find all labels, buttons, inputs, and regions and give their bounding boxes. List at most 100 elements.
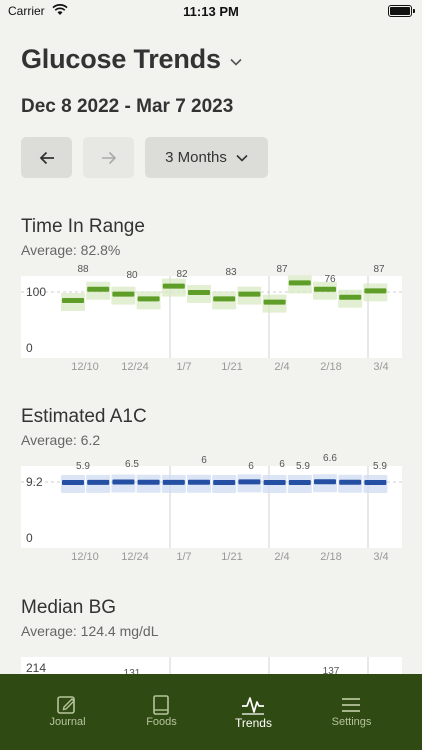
title-dropdown[interactable]: Glucose Trends — [21, 44, 242, 75]
mbg-value-label: 131 — [124, 668, 141, 679]
tir-bar — [238, 291, 261, 297]
a1c-bar — [364, 480, 387, 486]
a1c-bar — [238, 479, 261, 485]
a1c-x-tick: 2/4 — [274, 551, 289, 563]
estimated-a1c-title: Estimated A1C — [21, 406, 147, 427]
tir-bar — [62, 298, 84, 303]
next-period-button[interactable] — [83, 137, 134, 178]
a1c-x-tick: 1/7 — [176, 551, 191, 563]
tab-bar: Journal Foods Trends Settings — [0, 674, 422, 750]
a1c-bar — [288, 480, 311, 486]
tir-bar — [263, 299, 286, 305]
a1c-bar — [339, 479, 362, 485]
tir-bar — [288, 280, 311, 286]
time-in-range-chart[interactable]: 100 0 88 80 82 83 87 76 87 12/10 12/24 1/7 1/21 2/4 2/… — [21, 264, 402, 374]
tir-value-label: 76 — [324, 274, 336, 285]
tir-value-label: 80 — [126, 270, 138, 281]
menu-lines-icon — [342, 698, 360, 712]
a1c-value-label: 5.9 — [296, 461, 310, 472]
tir-value-label: 87 — [373, 264, 385, 275]
tir-bar — [213, 296, 236, 302]
a1c-value-label: 6 — [201, 455, 207, 466]
range-label: 3 Months — [165, 149, 227, 166]
arrow-right-icon — [101, 151, 116, 164]
pencil-square-icon — [57, 696, 75, 714]
date-range: Dec 8 2022 - Mar 7 2023 — [21, 96, 234, 117]
a1c-bar — [137, 479, 160, 485]
a1c-bar — [188, 479, 210, 485]
tir-value-label: 83 — [225, 267, 237, 278]
a1c-x-tick: 3/4 — [373, 551, 388, 563]
tir-x-tick: 2/18 — [320, 361, 341, 373]
time-in-range-average: Average: 82.8% — [21, 242, 121, 258]
a1c-value-label: 6.6 — [323, 454, 337, 464]
tir-value-label: 82 — [176, 269, 188, 280]
arrow-left-icon — [39, 151, 54, 164]
wifi-icon — [52, 4, 68, 15]
chevron-down-icon — [236, 154, 248, 162]
a1c-value-label: 5.9 — [373, 461, 387, 472]
previous-period-button[interactable] — [21, 137, 72, 178]
a1c-bar — [87, 479, 110, 485]
mbg-y-tick-top: 214 — [26, 661, 46, 675]
tir-x-tick: 1/7 — [176, 361, 191, 373]
tir-bar — [162, 283, 185, 289]
chevron-down-icon — [230, 58, 242, 66]
tir-bar — [364, 288, 387, 294]
estimated-a1c-chart[interactable]: 9.2 0 5.9 6 6.5 6 6 5.9 6.6 5.9 12/10 12/24 1/7 1/21 2… — [21, 454, 402, 564]
tir-x-tick: 12/10 — [71, 361, 99, 373]
status-bar: Carrier 11:13 PM — [0, 0, 422, 24]
tir-bar — [339, 294, 362, 300]
a1c-bar — [314, 479, 336, 485]
tir-value-label: 87 — [276, 264, 288, 275]
a1c-value-label: 6.5 — [125, 459, 139, 470]
tab-settings-label: Settings — [331, 716, 372, 728]
a1c-y-tick-top: 9.2 — [26, 475, 43, 489]
tab-journal[interactable]: Journal — [15, 674, 120, 750]
tir-x-tick: 1/21 — [221, 361, 242, 373]
tir-x-tick: 12/24 — [121, 361, 149, 373]
tir-bar — [87, 286, 110, 292]
page-title: Glucose Trends — [21, 44, 221, 74]
estimated-a1c-average: Average: 6.2 — [21, 432, 101, 448]
clock: 11:13 PM — [183, 4, 239, 19]
a1c-x-tick: 12/24 — [121, 551, 149, 563]
tab-foods-label: Foods — [146, 716, 177, 728]
carrier-label: Carrier — [8, 4, 45, 18]
median-bg-title: Median BG — [21, 597, 117, 618]
tab-trends[interactable]: Trends — [201, 674, 306, 750]
tir-x-tick: 2/4 — [274, 361, 289, 373]
a1c-bar — [213, 480, 236, 486]
book-icon — [153, 695, 169, 715]
tir-bar — [112, 291, 135, 297]
tab-trends-label: Trends — [235, 716, 272, 730]
time-in-range-title: Time In Range — [21, 216, 145, 237]
a1c-y-tick-zero: 0 — [26, 531, 33, 545]
tir-bar — [314, 286, 336, 292]
a1c-bar — [162, 479, 185, 485]
a1c-value-label: 5.9 — [76, 461, 90, 472]
a1c-value-label: 6 — [248, 461, 254, 472]
a1c-bar — [112, 479, 135, 485]
tir-bar — [188, 290, 210, 295]
median-bg-average: Average: 124.4 mg/dL — [21, 623, 159, 639]
a1c-x-tick: 1/21 — [221, 551, 242, 563]
range-selector-button[interactable]: 3 Months — [145, 137, 268, 178]
tir-bar — [137, 296, 160, 302]
a1c-value-label: 6 — [279, 459, 285, 470]
tab-journal-label: Journal — [49, 716, 86, 728]
tir-plot-area — [21, 276, 402, 358]
a1c-x-tick: 2/18 — [320, 551, 341, 563]
mbg-value-label: 137 — [323, 666, 340, 677]
date-navigation: 3 Months — [21, 137, 268, 178]
pulse-chart-icon — [242, 697, 264, 715]
a1c-bar — [263, 480, 286, 486]
tir-value-label: 88 — [77, 264, 89, 275]
tab-foods[interactable]: Foods — [109, 674, 214, 750]
a1c-x-tick: 12/10 — [71, 551, 99, 563]
tir-x-tick: 3/4 — [373, 361, 388, 373]
a1c-bar — [62, 480, 84, 486]
battery-icon — [388, 5, 415, 17]
tir-y-tick-top: 100 — [26, 285, 46, 299]
tab-settings[interactable]: Settings — [299, 674, 404, 750]
